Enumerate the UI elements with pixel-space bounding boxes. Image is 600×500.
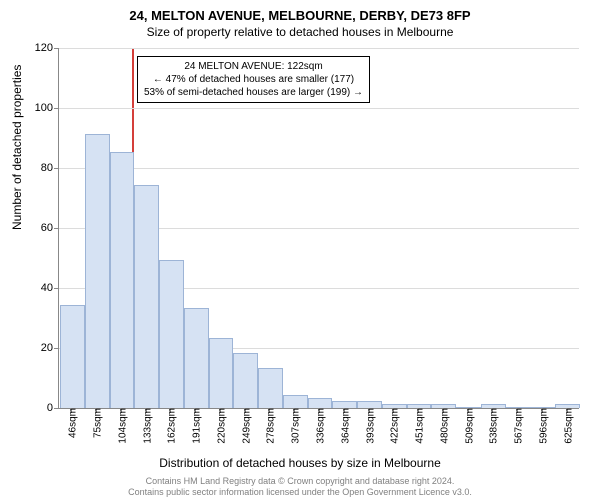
xtick-label: 509sqm — [460, 408, 475, 444]
bar — [159, 260, 184, 408]
bar — [233, 353, 258, 408]
xtick-label: 567sqm — [510, 408, 525, 444]
bar — [134, 185, 159, 408]
ytick-label: 20 — [41, 342, 59, 354]
bar — [283, 395, 308, 408]
bar — [184, 308, 209, 408]
xtick-label: 422sqm — [386, 408, 401, 444]
footer-line-2: Contains public sector information licen… — [0, 487, 600, 498]
xtick-label: 336sqm — [312, 408, 327, 444]
bar — [60, 305, 85, 408]
bar — [357, 401, 382, 408]
annotation-line: 53% of semi-detached houses are larger (… — [144, 86, 363, 99]
xtick-label: 220sqm — [212, 408, 227, 444]
xtick-label: 162sqm — [163, 408, 178, 444]
annotation-line: ← 47% of detached houses are smaller (17… — [144, 73, 363, 86]
x-axis-label: Distribution of detached houses by size … — [0, 456, 600, 470]
xtick-label: 75sqm — [89, 408, 104, 438]
ytick-label: 60 — [41, 222, 59, 234]
ytick-label: 80 — [41, 162, 59, 174]
xtick-label: 451sqm — [411, 408, 426, 444]
chart-title: 24, MELTON AVENUE, MELBOURNE, DERBY, DE7… — [0, 0, 600, 23]
y-axis-label: Number of detached properties — [10, 65, 24, 230]
bar — [308, 398, 333, 408]
ytick-label: 40 — [41, 282, 59, 294]
ytick-label: 0 — [47, 402, 59, 414]
bar — [110, 152, 135, 408]
xtick-label: 278sqm — [262, 408, 277, 444]
bar — [85, 134, 110, 408]
xtick-label: 191sqm — [188, 408, 203, 444]
chart-container: 24, MELTON AVENUE, MELBOURNE, DERBY, DE7… — [0, 0, 600, 500]
xtick-label: 46sqm — [64, 408, 79, 438]
bar — [258, 368, 283, 408]
xtick-label: 133sqm — [138, 408, 153, 444]
xtick-label: 480sqm — [435, 408, 450, 444]
gridline — [59, 48, 579, 49]
xtick-label: 625sqm — [559, 408, 574, 444]
footer-line-1: Contains HM Land Registry data © Crown c… — [0, 476, 600, 487]
footer-attribution: Contains HM Land Registry data © Crown c… — [0, 476, 600, 498]
annotation-line: 24 MELTON AVENUE: 122sqm — [144, 60, 363, 73]
xtick-label: 104sqm — [113, 408, 128, 444]
annotation-box: 24 MELTON AVENUE: 122sqm← 47% of detache… — [137, 56, 370, 103]
xtick-label: 393sqm — [361, 408, 376, 444]
bar — [332, 401, 357, 408]
xtick-label: 307sqm — [287, 408, 302, 444]
xtick-label: 249sqm — [237, 408, 252, 444]
chart-subtitle: Size of property relative to detached ho… — [0, 23, 600, 39]
gridline — [59, 108, 579, 109]
xtick-label: 364sqm — [336, 408, 351, 444]
plot-area: 24 MELTON AVENUE: 122sqm← 47% of detache… — [58, 48, 579, 409]
xtick-label: 596sqm — [534, 408, 549, 444]
bar — [209, 338, 234, 408]
ytick-label: 120 — [35, 42, 59, 54]
ytick-label: 100 — [35, 102, 59, 114]
gridline — [59, 168, 579, 169]
xtick-label: 538sqm — [485, 408, 500, 444]
